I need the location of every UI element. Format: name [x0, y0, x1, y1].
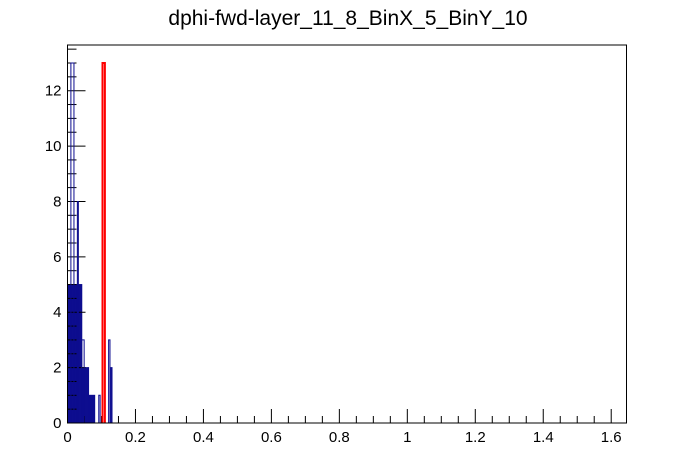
filled-histogram-bin [81, 367, 90, 424]
x-tick-label: 0.2 [125, 429, 146, 446]
x-tick-label: 1.2 [465, 429, 486, 446]
y-tick-label: 8 [53, 193, 61, 210]
y-tick-label: 4 [53, 304, 61, 321]
x-tick-label: 0.8 [329, 429, 350, 446]
y-tick-label: 2 [53, 360, 61, 377]
plot-frame [67, 44, 627, 424]
y-tick-label: 0 [53, 415, 61, 432]
outline-histogram-bin [76, 200, 79, 423]
x-tick-label: 1.4 [533, 429, 554, 446]
y-tick-label: 6 [53, 249, 61, 266]
x-tick-label: 0.6 [261, 429, 282, 446]
outline-histogram-bin [70, 62, 75, 423]
filled-histogram-bin [88, 394, 96, 424]
x-tick-label: 0.4 [193, 429, 214, 446]
outline-histogram-bin [98, 394, 101, 423]
y-tick-label: 10 [45, 138, 62, 155]
outline-histogram-bin [110, 367, 113, 423]
x-tick-label: 0 [63, 429, 71, 446]
outline-histogram-bin [81, 339, 85, 423]
red-histogram-bin [101, 62, 106, 423]
x-tick-label: 1.6 [601, 429, 622, 446]
outline-histogram-bin [108, 339, 111, 423]
y-tick-label: 12 [45, 83, 62, 100]
x-tick-label: 1 [403, 429, 411, 446]
chart-title: dphi-fwd-layer_11_8_BinX_5_BinY_10 [168, 7, 528, 30]
